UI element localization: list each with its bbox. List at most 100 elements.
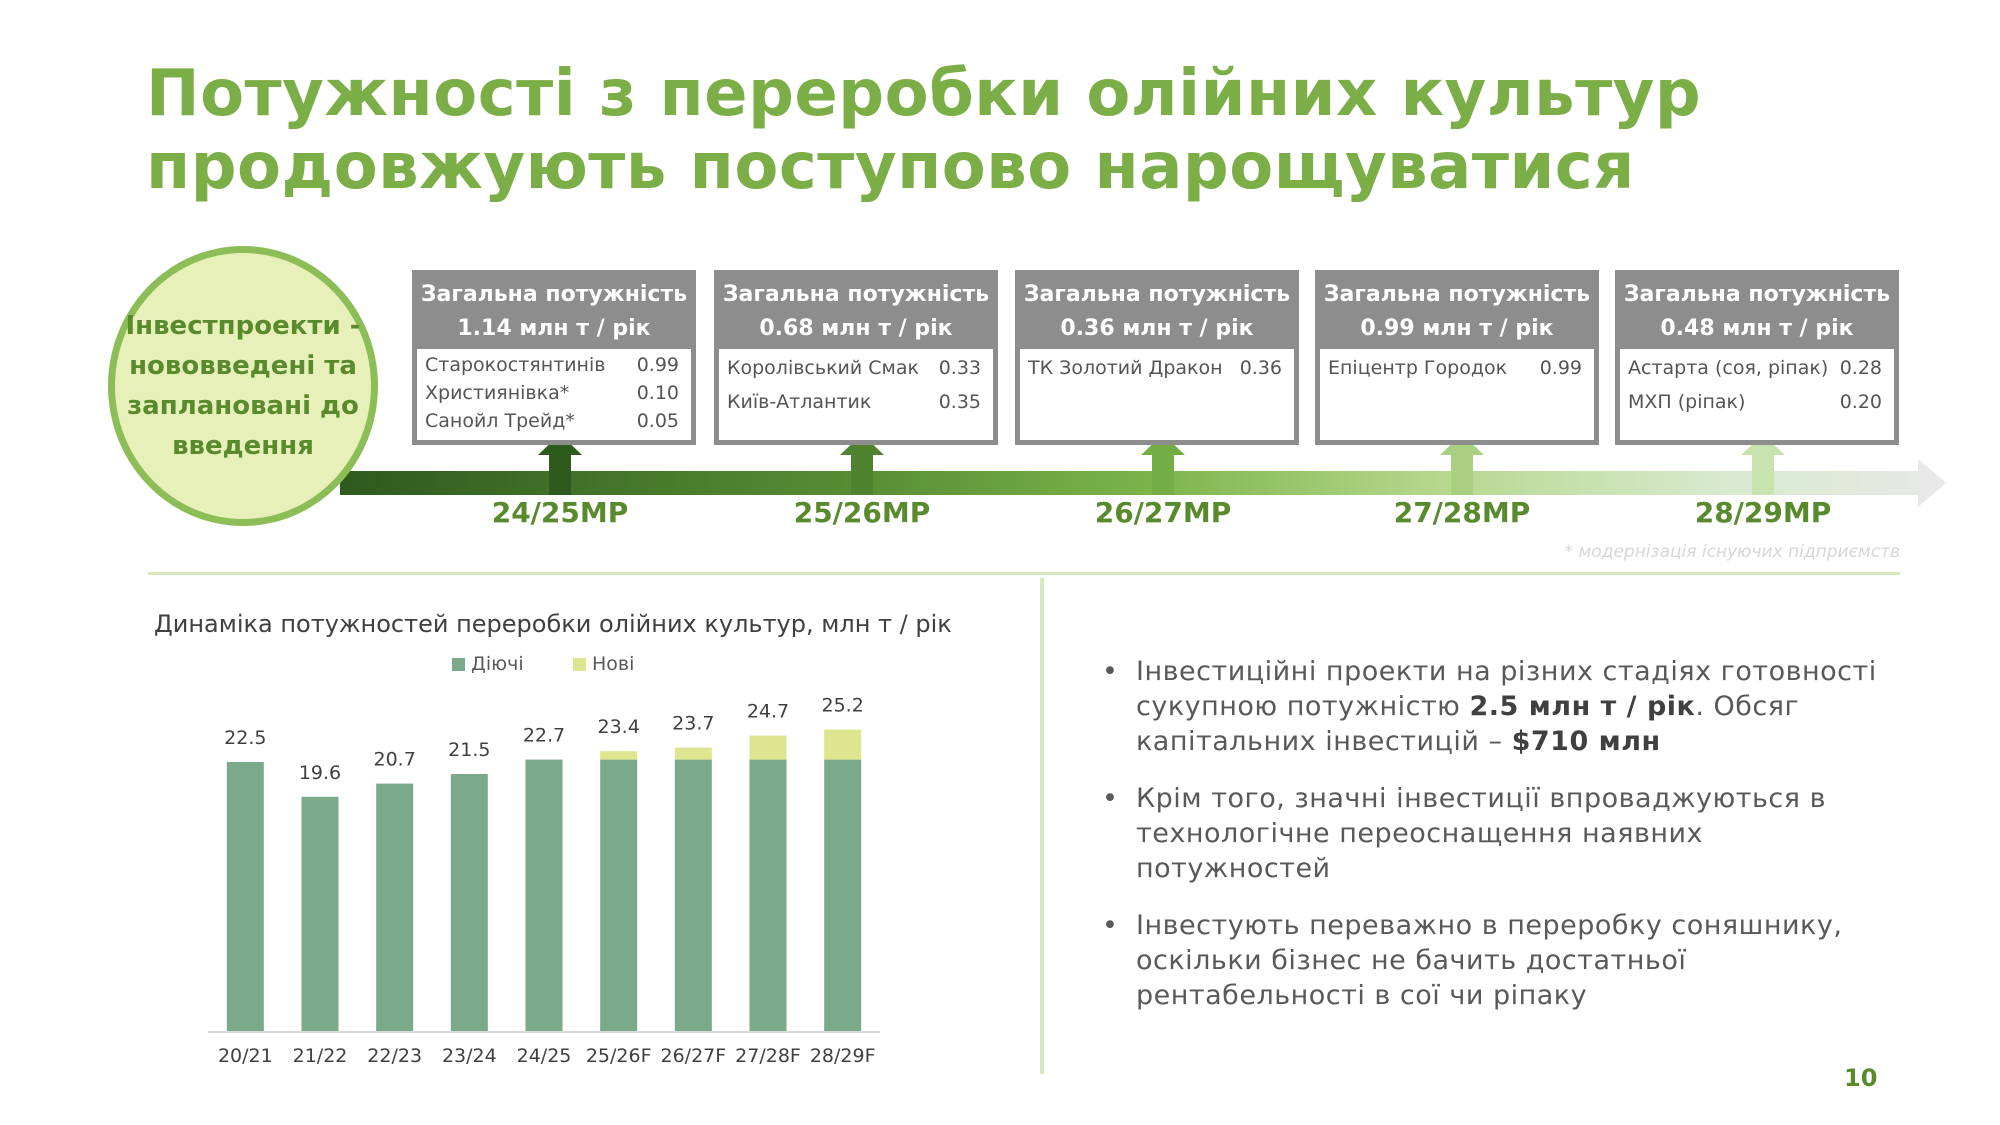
plant-name: Старокостянтинів [425,354,606,376]
timeline-year-label: 27/28МР [1393,496,1531,529]
capacity-box-4: Загальна потужність 0.99 млн т / рік Епіце… [1315,270,1599,445]
plant-name: Християнівка* [425,382,570,404]
data-label: 19.6 [299,762,341,784]
x-tick-label: 26/27F [660,1045,726,1067]
data-label: 23.4 [598,716,640,738]
timeline-notch-arrow [1741,434,1785,495]
timeline-notch-arrow [1141,434,1185,495]
x-tick-label: 23/24 [442,1045,497,1067]
legend-swatch [573,658,586,671]
plant-name: Королівський Смак [727,357,919,379]
capacity-box-total: 0.68 млн т / рік [759,316,953,341]
capacity-box-heading: Загальна потужність [420,282,688,307]
bar-new [824,729,862,760]
data-label: 22.7 [523,725,565,747]
plant-capacity: 0.35 [938,391,981,413]
x-tick-label: 21/22 [293,1045,348,1067]
plant-name: Астарта (соя, ріпак) [1628,357,1829,379]
plant-capacity: 0.36 [1239,357,1282,379]
plant-row: Київ-Атлантик 0.35 [719,385,993,419]
bar-existing [674,759,712,1032]
plant-capacity: 0.28 [1839,357,1882,379]
plant-row: ТК Золотий Дракон 0.36 [1020,351,1294,385]
x-tick-label: 25/26F [586,1045,652,1067]
plant-name: Епіцентр Городок [1328,357,1508,379]
plant-row: Епіцентр Городок 0.99 [1320,351,1594,385]
bar-existing [376,783,414,1032]
timeline-notch-arrow [1440,434,1484,495]
plant-row: Королівський Смак 0.33 [719,351,993,385]
legend-label: Діючі [471,653,524,675]
timeline-year-label: 25/26МР [793,496,931,529]
x-tick-label: 24/25 [517,1045,572,1067]
capacity-box-heading: Загальна потужність [722,282,990,307]
timeline-year-label: 28/29МР [1694,496,1832,529]
bar-existing [600,759,638,1032]
bar-new [749,735,787,760]
bullet-dot: • [1102,783,1119,814]
plant-name: МХП (ріпак) [1628,391,1746,413]
capacity-box-header: Загальна потужність 0.36 млн т / рік [1020,275,1294,349]
bullet-text: . Обсяг капітальних інвестицій – [1136,691,1800,757]
bar-new [674,747,712,760]
plant-capacity: 0.05 [636,410,679,432]
capacity-box-total: 0.48 млн т / рік [1660,316,1854,341]
capacity-box-heading: Загальна потужність [1023,282,1291,307]
horizontal-divider [148,572,1900,575]
capacity-box-3: Загальна потужність 0.36 млн т / рік ТК Зо… [1015,270,1299,445]
plant-capacity: 0.33 [938,357,981,379]
capacity-box-total: 0.36 млн т / рік [1060,316,1254,341]
page-title: Потужності з переробки олійних культур п… [146,58,1846,204]
plant-name: Санойл Трейд* [425,410,575,432]
capacity-bar-chart: Діючі Нові 22.5 20/21 19.6 21/22 20.7 22/23 21.5… [208,653,880,1067]
chart-title: Динаміка потужностей переробки олійних к… [154,610,952,638]
data-label: 22.5 [224,727,266,749]
legend-swatch [452,658,465,671]
capacity-box-header: Загальна потужність 0.99 млн т / рік [1320,275,1594,349]
capacity-box-heading: Загальна потужність [1323,282,1591,307]
page-number: 10 [1844,1064,1878,1092]
legend-label: Нові [592,653,634,675]
bullet-dot: • [1102,910,1119,941]
bullet-text: Крім того, значні інвестиції впроваджуют… [1136,783,1826,884]
bar-existing [525,759,563,1032]
bullet-item: • Інвестують переважно в переробку соняшн… [1102,908,1902,1013]
capacity-box-header: Загальна потужність 0.68 млн т / рік [719,275,993,349]
capacity-box-header: Загальна потужність 1.14 млн т / рік [417,275,691,349]
bar-new [600,751,638,760]
plant-row: Астарта (соя, ріпак) 0.28 [1620,351,1894,385]
plant-capacity: 0.20 [1839,391,1882,413]
capacity-box-2: Загальна потужність 0.68 млн т / рік Корол… [714,270,998,445]
footnote: * модернізація існуючих підприємств [1564,542,1900,562]
plant-capacity: 0.99 [1539,357,1582,379]
bar-existing [824,759,862,1032]
data-label: 23.7 [672,713,714,735]
x-tick-label: 22/23 [367,1045,422,1067]
bullet-emphasis: $710 млн [1511,726,1661,757]
circle-label: Інвестпроекти - нововведені та запланова… [125,311,361,461]
x-tick-label: 28/29F [810,1045,876,1067]
bar-existing [226,762,264,1032]
bullet-dot: • [1102,656,1119,687]
plant-capacity: 0.99 [636,354,679,376]
timeline-notch-arrow [538,434,582,495]
data-label: 24.7 [747,701,789,723]
bar-existing [749,759,787,1032]
timeline-year-label: 26/27МР [1094,496,1232,529]
title-line-2: продовжують поступово нарощуватися [146,130,1635,204]
timeline-shaft [340,471,1918,495]
timeline-arrow [340,434,1946,507]
capacity-box-heading: Загальна потужність [1623,282,1891,307]
bullet-item: • Крім того, значні інвестиції впроваджую… [1102,781,1902,886]
capacity-box-1: Загальна потужність 1.14 млн т / рік Старо… [412,270,696,445]
bullet-list: • Інвестиційні проекти на різних стадіях … [1102,654,1902,1035]
capacity-box-header: Загальна потужність 0.48 млн т / рік [1620,275,1894,349]
capacity-box-5: Загальна потужність 0.48 млн т / рік Астар… [1615,270,1899,445]
data-label: 25.2 [822,695,864,717]
data-label: 21.5 [448,739,490,761]
bullet-text: Інвестиційні проекти на різних стадіях г… [1136,656,1877,722]
plant-row: МХП (ріпак) 0.20 [1620,385,1894,419]
bullet-text: Інвестують переважно в переробку соняшни… [1136,910,1843,1011]
x-tick-label: 20/21 [218,1045,273,1067]
bar-existing [450,774,488,1032]
